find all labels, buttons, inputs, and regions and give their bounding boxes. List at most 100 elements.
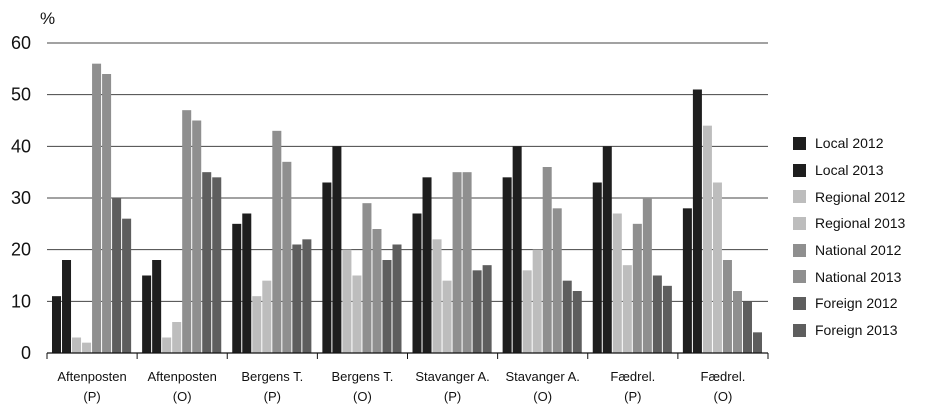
bar: [692, 89, 702, 353]
legend: Local 2012 Local 2013 Regional 2012 Regiona…: [793, 130, 905, 344]
bar: [412, 213, 422, 353]
bar: [422, 177, 432, 353]
bar: [652, 275, 662, 353]
bar: [372, 229, 382, 353]
bar: [532, 249, 542, 353]
bar: [552, 208, 562, 353]
legend-item: Regional 2013: [793, 210, 905, 237]
legend-label: Foreign 2013: [815, 322, 898, 339]
legend-label: National 2012: [815, 242, 902, 259]
legend-swatch: [793, 163, 806, 177]
bar: [272, 130, 282, 353]
legend-label: National 2013: [815, 268, 902, 285]
bar: [202, 172, 212, 353]
x-tick-label: (O): [173, 389, 192, 404]
bar: [432, 239, 442, 353]
x-tick-label: Stavanger A.: [415, 369, 489, 384]
bar: [512, 146, 522, 353]
legend-label: Regional 2013: [815, 215, 906, 232]
x-tick-label: (O): [533, 389, 552, 404]
bar: [642, 198, 652, 353]
bar: [242, 213, 252, 353]
x-tick-label: Aftenposten: [57, 369, 126, 384]
bar: [522, 270, 532, 353]
bar: [722, 260, 732, 353]
bar: [62, 260, 72, 353]
bar: [72, 337, 82, 353]
x-tick-label: Bergens T.: [241, 369, 303, 384]
y-axis-unit-label: %: [40, 9, 55, 28]
bar: [472, 270, 482, 353]
legend-item: Foreign 2012: [793, 290, 905, 317]
bar: [232, 223, 242, 353]
legend-swatch: [793, 190, 806, 204]
bar: [162, 337, 172, 353]
bar: [482, 265, 492, 353]
bar: [82, 342, 92, 353]
bar: [442, 280, 452, 353]
bar: [462, 172, 472, 353]
x-tick-label: Fædrel.: [610, 369, 655, 384]
bar: [192, 120, 202, 353]
bar: [572, 291, 582, 353]
bar: [502, 177, 512, 353]
y-tick-label: 0: [21, 343, 31, 363]
bar: [382, 260, 392, 353]
legend-item: Foreign 2013: [793, 317, 905, 344]
bar: [342, 249, 352, 353]
legend-swatch: [793, 323, 806, 337]
bar: [742, 301, 752, 353]
x-tick-label: Aftenposten: [147, 369, 216, 384]
x-tick-label: Bergens T.: [331, 369, 393, 384]
bar: [392, 244, 402, 353]
y-tick-label: 60: [11, 33, 31, 53]
y-tick-label: 40: [11, 136, 31, 156]
legend-label: Foreign 2012: [815, 295, 898, 312]
legend-swatch: [793, 270, 806, 284]
bar: [262, 280, 272, 353]
x-tick-label: (O): [353, 389, 372, 404]
bar: [92, 63, 102, 354]
bar: [682, 208, 692, 353]
x-tick-label: Stavanger A.: [505, 369, 579, 384]
bar: [112, 198, 122, 353]
legend-item: Local 2013: [793, 157, 905, 184]
y-tick-label: 30: [11, 188, 31, 208]
bar: [332, 146, 342, 353]
x-tick-label: (P): [264, 389, 281, 404]
bar: [752, 332, 762, 353]
legend-item: National 2012: [793, 237, 905, 264]
bar: [362, 203, 372, 353]
x-axis: Aftenposten (P) Aftenposten (O) Bergens T. (P…: [46, 352, 769, 404]
bar: [602, 146, 612, 353]
bar: [52, 296, 62, 353]
bar: [282, 161, 292, 353]
x-tick-label: (P): [83, 389, 100, 404]
bar: [662, 285, 672, 353]
bar: [542, 167, 552, 353]
legend-item: Regional 2012: [793, 183, 905, 210]
bar: [592, 182, 602, 353]
legend-label: Regional 2012: [815, 188, 906, 205]
bar: [622, 265, 632, 353]
y-tick-label: 10: [11, 291, 31, 311]
bar: [122, 218, 132, 353]
x-tick-label: (O): [714, 389, 733, 404]
y-tick-label: 50: [11, 85, 31, 105]
bar: [452, 172, 462, 353]
bar: [562, 280, 572, 353]
bar: [172, 322, 182, 353]
y-tick-label: 20: [11, 240, 31, 260]
bar: [302, 239, 312, 353]
bars: [52, 63, 762, 354]
bar: [142, 275, 152, 353]
x-tick-label: Fædrel.: [701, 369, 746, 384]
legend-swatch: [793, 243, 806, 257]
bar: [732, 291, 742, 353]
legend-label: Local 2013: [815, 162, 884, 179]
bar: [182, 110, 192, 354]
bar: [152, 260, 162, 353]
legend-label: Local 2012: [815, 135, 884, 152]
bar: [292, 244, 302, 353]
bar: [322, 182, 332, 353]
